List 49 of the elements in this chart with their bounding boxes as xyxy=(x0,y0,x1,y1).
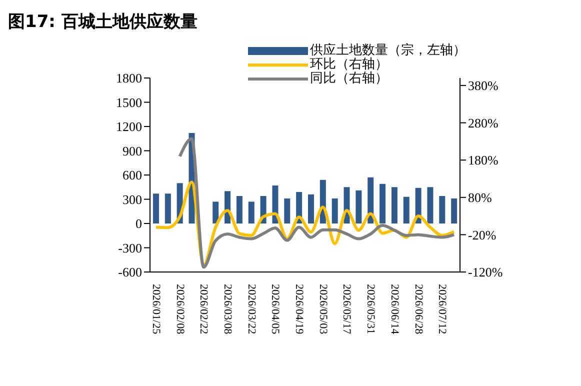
bar xyxy=(391,187,398,224)
legend-label: 供应土地数量（宗，左轴） xyxy=(310,43,466,58)
bar xyxy=(308,194,314,224)
x-tick-label: 2026/05/17 xyxy=(340,284,353,335)
y-tick-label: 900 xyxy=(122,143,142,158)
x-tick-label: 2026/01/25 xyxy=(150,284,162,335)
y2-tick-label: 280% xyxy=(468,115,498,130)
y-tick-label: -600 xyxy=(118,264,142,280)
y2-tick-label: 380% xyxy=(468,78,498,94)
bar xyxy=(332,198,338,224)
bar xyxy=(427,187,434,224)
bar xyxy=(451,198,458,224)
x-tick-label: 2026/04/05 xyxy=(269,284,282,335)
x-tick-label: 2026/03/08 xyxy=(222,284,234,335)
bar xyxy=(356,190,362,224)
y-tick-label: 1800 xyxy=(116,70,142,86)
y-tick-label: 600 xyxy=(122,168,142,183)
bar xyxy=(153,194,159,224)
bar xyxy=(248,202,254,224)
x-tick-label: 2026/04/19 xyxy=(293,284,306,335)
bar xyxy=(284,198,290,224)
x-tick-label: 2026/06/14 xyxy=(388,284,400,335)
x-tick-label: 2026/03/22 xyxy=(245,284,258,334)
bar xyxy=(439,196,446,224)
y-tick-label: 300 xyxy=(122,192,142,207)
y2-tick-label: -20% xyxy=(468,227,496,242)
bar xyxy=(164,194,171,224)
x-tick-label: 2026/07/12 xyxy=(436,284,448,334)
x-tick-label: 2026/02/08 xyxy=(174,284,186,335)
y-tick-label: 0 xyxy=(136,216,142,232)
bar xyxy=(212,202,219,224)
x-tick-label: 2026/05/31 xyxy=(364,284,377,334)
bar xyxy=(403,196,410,224)
y-tick-label: 1200 xyxy=(116,119,142,134)
line-series xyxy=(178,137,456,269)
bar xyxy=(380,184,386,224)
chart-title: 图17: 百城土地供应数量 xyxy=(8,11,198,34)
y2-tick-label: 80% xyxy=(468,190,492,205)
y2-tick-label: -120% xyxy=(468,264,503,280)
bar xyxy=(368,177,374,224)
y2-tick-label: 180% xyxy=(468,152,498,168)
y-tick-label: -300 xyxy=(118,240,142,256)
x-tick-label: 2026/06/28 xyxy=(412,284,424,335)
y-tick-label: 1500 xyxy=(116,94,142,110)
legend-label: 环比（右轴） xyxy=(310,57,388,72)
bar xyxy=(236,196,242,224)
x-tick-label: 2026/05/03 xyxy=(316,284,329,335)
legend-label: 同比（右轴） xyxy=(310,71,388,86)
x-tick-label: 2026/02/22 xyxy=(198,284,210,334)
